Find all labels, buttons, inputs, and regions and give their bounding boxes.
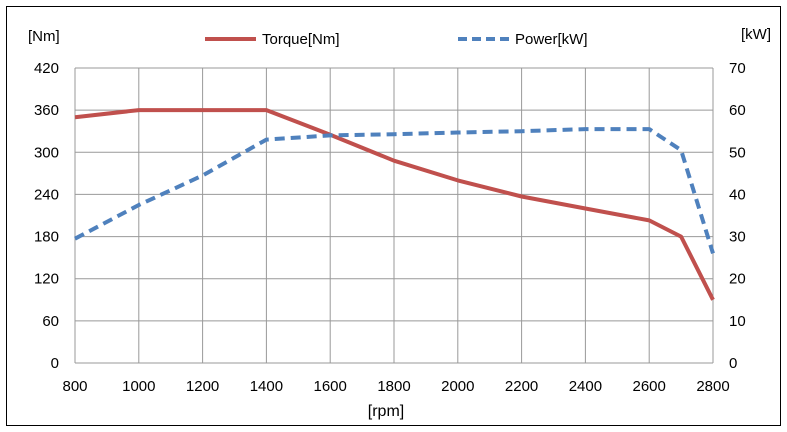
x-tick-label: 1400 xyxy=(250,378,283,395)
left-y-tick-label: 240 xyxy=(34,186,59,203)
left-axis-label: [Nm] xyxy=(28,28,60,45)
legend-label-power: Power[kW] xyxy=(515,31,588,48)
right-y-tick-label: 10 xyxy=(729,313,746,330)
right-y-tick-label: 0 xyxy=(729,355,737,372)
torque-series-line xyxy=(74,108,715,301)
right-axis-label: [kW] xyxy=(741,26,771,43)
x-tick-label: 1200 xyxy=(186,378,219,395)
left-y-tick-label: 0 xyxy=(51,355,59,372)
left-y-tick-label: 180 xyxy=(34,229,59,246)
right-y-tick-label: 60 xyxy=(729,102,746,119)
power-series-line xyxy=(74,127,715,254)
left-y-tick-label: 60 xyxy=(42,313,59,330)
x-tick-label: 2800 xyxy=(696,378,729,395)
right-y-tick-label: 50 xyxy=(729,144,746,161)
left-y-tick-label: 300 xyxy=(34,144,59,161)
right-y-tick-label: 40 xyxy=(729,186,746,203)
right-y-tick-label: 70 xyxy=(729,60,746,77)
x-tick-label: 2600 xyxy=(633,378,666,395)
x-tick-label: 1800 xyxy=(377,378,410,395)
x-tick-label: 800 xyxy=(62,378,87,395)
left-y-tick-label: 360 xyxy=(34,102,59,119)
x-tick-label: 2400 xyxy=(569,378,602,395)
x-axis-label: [rpm] xyxy=(368,403,404,420)
legend-label-torque: Torque[Nm] xyxy=(262,31,340,48)
tick-labels: 0 60 120 180 240 300 360 420 0 10 20 30 40 50 60 70 800 1… xyxy=(34,60,746,395)
x-tick-label: 2200 xyxy=(505,378,538,395)
right-y-tick-label: 20 xyxy=(729,271,746,288)
legend: Torque[Nm] Power[kW] xyxy=(205,31,588,48)
x-tick-label: 1600 xyxy=(314,378,347,395)
left-y-tick-label: 120 xyxy=(34,271,59,288)
left-y-tick-label: 420 xyxy=(34,60,59,77)
right-y-tick-label: 30 xyxy=(729,229,746,246)
x-tick-label: 2000 xyxy=(441,378,474,395)
x-tick-label: 1000 xyxy=(122,378,155,395)
series-layer xyxy=(74,108,715,301)
